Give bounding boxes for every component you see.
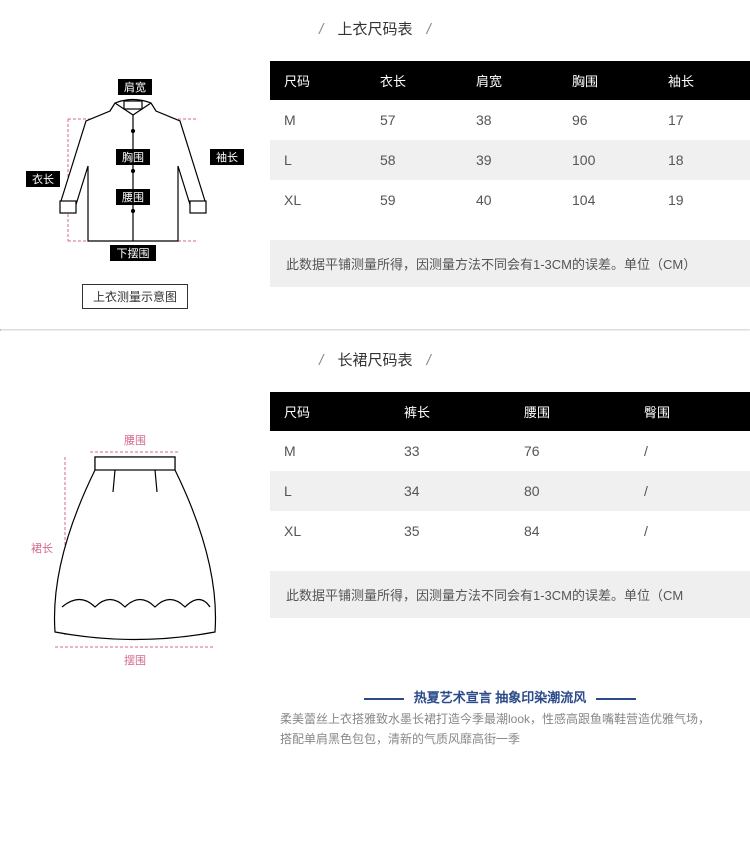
promo-block: 热夏艺术宣言 抽象印染潮流风 柔美蕾丝上衣搭雅致水墨长裙打造今季最潮look，性… [0, 677, 750, 770]
lbl-skirt-waist: 腰围 [124, 434, 146, 447]
th: 尺码 [270, 392, 390, 431]
skirt-note: 此数据平铺测量所得，因测量方法不同会有1-3CM的误差。单位（CM [270, 571, 750, 618]
slash-deco: / [427, 352, 431, 369]
slash-deco: / [319, 21, 323, 38]
promo-title-text: 热夏艺术宣言 抽象印染潮流风 [414, 690, 587, 705]
th: 臀围 [630, 392, 750, 431]
skirt-table-header-row: 尺码 裤长 腰围 臀围 [270, 392, 750, 431]
skirt-diagram: 腰围 裙长 摆围 [20, 422, 250, 672]
dash-deco [596, 698, 636, 700]
th: 肩宽 [462, 61, 558, 100]
th: 裤长 [390, 392, 510, 431]
top-note: 此数据平铺测量所得，因测量方法不同会有1-3CM的误差。单位（CM） [270, 240, 750, 287]
lbl-length: 衣长 [32, 172, 54, 186]
top-diagram-caption: 上衣测量示意图 [82, 284, 188, 309]
top-title-text: 上衣尺码表 [337, 21, 412, 38]
dash-deco [364, 698, 404, 700]
top-diagram-col: 肩宽 衣长 胸围 腰围 袖长 下摆围 上衣测量示意图 [0, 61, 260, 309]
lbl-shoulder: 肩宽 [124, 80, 146, 94]
lbl-bust: 胸围 [122, 150, 144, 164]
lbl-waist: 腰围 [122, 191, 144, 204]
skirt-section-body: 腰围 裙长 摆围 尺码 裤长 腰围 臀围 M 33 76 / [0, 382, 750, 677]
table-row: L 34 80 / [270, 471, 750, 511]
skirt-title-text: 长裙尺码表 [337, 352, 412, 369]
shirt-diagram: 肩宽 衣长 胸围 腰围 袖长 下摆围 [20, 71, 250, 271]
promo-body: 柔美蕾丝上衣搭雅致水墨长裙打造今季最潮look，性感高跟鱼嘴鞋营造优雅气场，搭配… [280, 709, 720, 750]
top-section-title: / 上衣尺码表 / [0, 0, 750, 51]
promo-title: 热夏艺术宣言 抽象印染潮流风 [280, 687, 720, 709]
top-size-table: 尺码 衣长 肩宽 胸围 袖长 M 57 38 96 17 L 58 39 [270, 61, 750, 220]
th: 衣长 [366, 61, 462, 100]
slash-deco: / [319, 352, 323, 369]
top-section-body: 肩宽 衣长 胸围 腰围 袖长 下摆围 上衣测量示意图 尺码 衣长 肩宽 胸围 [0, 51, 750, 309]
lbl-skirt-length: 裙长 [31, 542, 53, 555]
skirt-table-col: 尺码 裤长 腰围 臀围 M 33 76 / L 34 80 / [260, 392, 750, 618]
th: 胸围 [558, 61, 654, 100]
lbl-hem: 下摆围 [117, 246, 150, 260]
table-row: L 58 39 100 18 [270, 140, 750, 180]
table-row: XL 59 40 104 19 [270, 180, 750, 220]
slash-deco: / [427, 21, 431, 38]
table-row: M 57 38 96 17 [270, 100, 750, 140]
lbl-sleeve: 袖长 [216, 150, 238, 164]
skirt-size-table: 尺码 裤长 腰围 臀围 M 33 76 / L 34 80 / [270, 392, 750, 551]
skirt-diagram-col: 腰围 裙长 摆围 [0, 392, 260, 677]
th: 腰围 [510, 392, 630, 431]
skirt-section-title: / 长裙尺码表 / [0, 331, 750, 382]
th: 袖长 [654, 61, 750, 100]
table-row: M 33 76 / [270, 431, 750, 471]
top-table-col: 尺码 衣长 肩宽 胸围 袖长 M 57 38 96 17 L 58 39 [260, 61, 750, 287]
top-table-header-row: 尺码 衣长 肩宽 胸围 袖长 [270, 61, 750, 100]
th: 尺码 [270, 61, 366, 100]
lbl-skirt-hem: 摆围 [124, 653, 146, 667]
table-row: XL 35 84 / [270, 511, 750, 551]
